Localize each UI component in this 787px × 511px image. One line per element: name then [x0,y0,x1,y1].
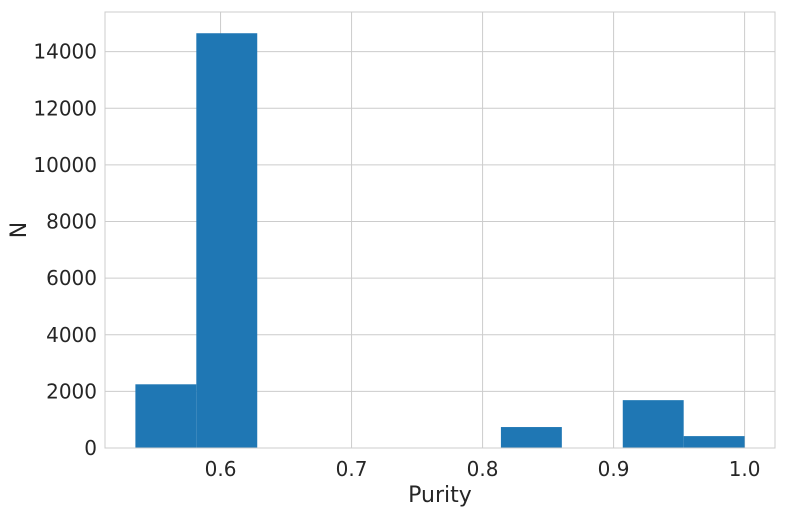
y-tick-label: 14000 [33,40,97,64]
y-tick-label: 2000 [46,379,97,403]
y-tick-label: 0 [84,436,97,460]
y-tick-labels: 0 2000 4000 6000 8000 10000 12000 14000 [33,40,97,460]
x-tick-label: 0.7 [336,457,368,481]
x-tick-label: 0.6 [205,457,237,481]
plot-frame [104,11,776,449]
x-tick-label: 0.9 [598,457,630,481]
y-tick-label: 4000 [46,323,97,347]
histogram-bar [622,400,684,448]
histogram-bar [196,33,258,448]
y-tick-label: 12000 [33,96,97,120]
y-tick-label: 10000 [33,153,97,177]
x-tick-labels: 0.6 0.7 0.8 0.9 1.0 [205,457,761,481]
histogram-bar [683,436,745,448]
histogram-bar [135,384,197,448]
x-axis-label: Purity [408,483,472,508]
x-tick-label: 0.8 [467,457,499,481]
histogram-bars [135,33,745,448]
histogram-bar [500,427,562,448]
x-tick-label: 1.0 [729,457,761,481]
y-tick-label: 8000 [46,210,97,234]
y-tick-label: 6000 [46,266,97,290]
y-axis-label: N [7,222,32,238]
